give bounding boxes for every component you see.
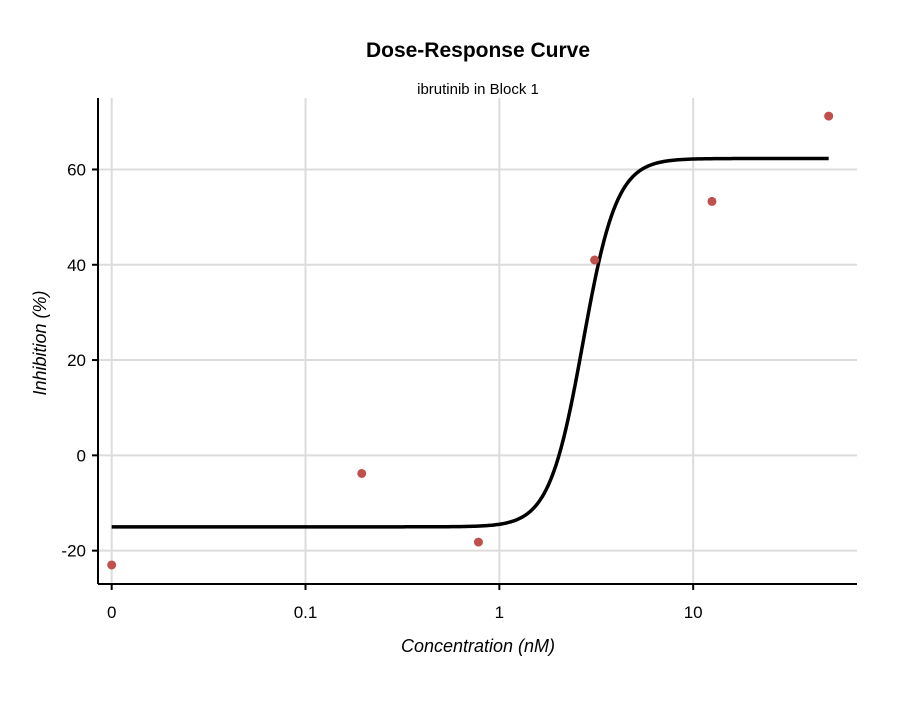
data-point xyxy=(590,255,600,265)
x-tick-label: 0.1 xyxy=(294,603,318,622)
y-tick-label: 60 xyxy=(67,160,86,179)
chart-title: Dose-Response Curve xyxy=(366,39,590,62)
axis-layer: 0 0.1 1 10 -20 0 20 40 60 xyxy=(61,98,857,622)
x-axis-label: Concentration (nM) xyxy=(401,636,555,656)
x-tick-label: 10 xyxy=(684,603,703,622)
y-tick-label: 0 xyxy=(77,446,86,465)
data-point xyxy=(107,560,117,570)
data-point xyxy=(707,196,717,206)
x-tick-label: 0 xyxy=(107,603,116,622)
y-tick-label: 20 xyxy=(67,351,86,370)
chart-subtitle: ibrutinib in Block 1 xyxy=(417,81,539,98)
x-tick-label: 1 xyxy=(495,603,504,622)
fit-curve-layer xyxy=(111,156,829,529)
data-point xyxy=(473,537,483,547)
y-tick-label: 40 xyxy=(67,256,86,275)
y-tick-label: -20 xyxy=(61,542,86,561)
y-axis-label: Inhibition (%) xyxy=(30,290,50,395)
data-point xyxy=(824,111,834,121)
points-layer xyxy=(107,111,834,570)
fit-curve xyxy=(111,156,829,529)
grid-layer xyxy=(98,98,857,584)
data-point xyxy=(357,468,367,478)
